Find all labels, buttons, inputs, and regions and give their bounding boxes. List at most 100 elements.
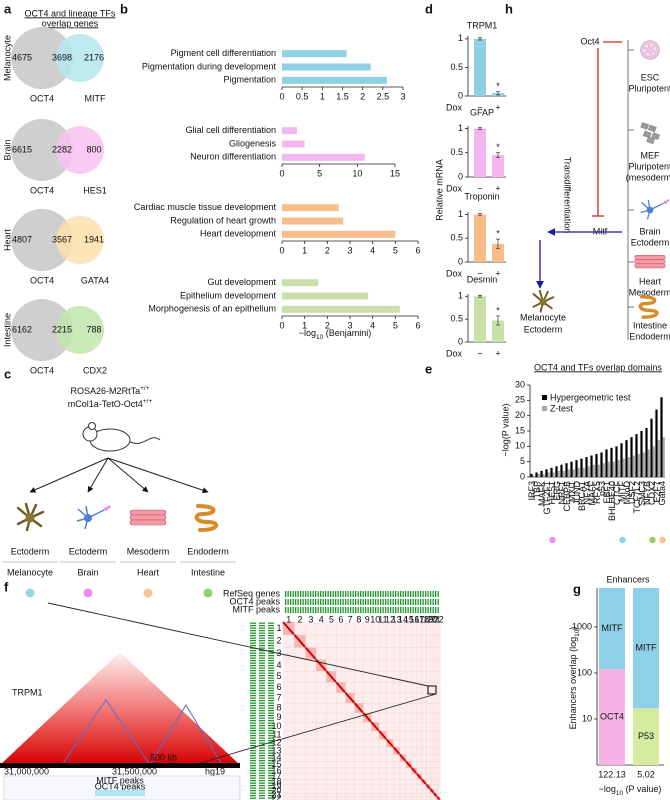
chromosome-label: 5	[329, 614, 334, 624]
x-tick-label: +	[495, 102, 500, 112]
x-axis-label-part: −log	[599, 784, 616, 794]
muscle-fiber	[634, 259, 666, 264]
neuron-body	[646, 206, 654, 214]
x-tick-label: +	[495, 268, 500, 278]
mef-cell	[651, 132, 661, 140]
chart-title: Troponin	[464, 191, 499, 201]
bar-segment	[599, 588, 625, 670]
x-axis-label-part: −log	[299, 328, 316, 338]
chromosome-label: 19	[271, 781, 281, 791]
x-tick-label: RFX5	[592, 481, 602, 504]
category-label: Pigmentation	[223, 75, 276, 85]
bar	[492, 320, 504, 342]
x-tick-label: SMC3	[637, 481, 647, 506]
x-tick-label: +	[495, 348, 500, 358]
venn-count: 3567	[52, 234, 72, 244]
chromosome-label: 13	[392, 614, 402, 624]
x-tick-label: 122.13	[598, 769, 626, 779]
bar	[547, 472, 550, 477]
y-tick-label: 10	[582, 713, 592, 723]
category-label: Glial cell differentiation	[186, 125, 276, 135]
assembly-label: hg19	[205, 766, 225, 776]
x-tick-label: 6	[415, 320, 420, 330]
x-tick-label: 0	[279, 91, 284, 101]
bar	[282, 63, 371, 71]
x-tick-label: 0	[279, 320, 284, 330]
x-tick-label: GTF2F1	[542, 481, 552, 515]
intestine-shape	[638, 295, 659, 319]
venn-count: 2215	[52, 324, 72, 334]
venn-tf	[56, 126, 104, 174]
y-axis-label-part: 10	[574, 629, 581, 637]
bar	[632, 455, 635, 477]
venn-tf	[56, 34, 104, 82]
bar	[645, 427, 648, 477]
mouse-ear	[88, 422, 96, 430]
venn-label: OCT4	[30, 93, 54, 103]
track	[285, 607, 440, 613]
panel-letter: d	[425, 1, 433, 16]
venn-count: 2176	[84, 52, 104, 62]
bar-segment	[633, 708, 659, 765]
chromosome-label: 21	[431, 614, 441, 624]
panel-letter: b	[120, 1, 128, 16]
chromosome-label: 6	[338, 614, 343, 624]
chromosome-label: 11	[378, 614, 387, 624]
bar	[587, 466, 590, 477]
hic-diagonal	[304, 646, 317, 661]
venn-tf	[56, 306, 104, 354]
x-tick-label: CDX2	[647, 481, 657, 505]
bar	[542, 473, 545, 477]
significance-mark: *	[496, 142, 500, 152]
venn-label: HES1	[83, 185, 107, 195]
chromosome-label: 21	[271, 789, 281, 799]
bar	[492, 243, 504, 262]
chromosome-label: 1	[286, 614, 291, 624]
icon-heart	[634, 254, 666, 269]
tad-outline	[149, 704, 223, 766]
cell-name: MEF	[641, 150, 661, 160]
error-bar	[496, 315, 500, 326]
mef-cell	[648, 124, 657, 133]
x-tick-label: JUND	[572, 481, 582, 505]
chromosome-label: 19	[423, 614, 433, 624]
y-tick-label: 30	[515, 379, 525, 389]
category-label: Cardiac muscle tissue development	[134, 202, 277, 212]
error-bar	[496, 152, 500, 158]
x-axis-label: −log10 (Benjamini)	[299, 328, 372, 340]
x-tick-label: NRF1	[557, 481, 567, 505]
factor-label: Oct4	[580, 36, 599, 46]
genome-bar	[0, 763, 240, 768]
x-axis-label: Dox	[446, 268, 463, 278]
x-tick-label: −	[477, 183, 482, 193]
bar	[627, 457, 630, 477]
chromosome-label: 12	[385, 614, 395, 624]
panel-letter: f	[4, 579, 9, 594]
venn-tf	[56, 216, 104, 264]
venn-label: MITF	[85, 93, 106, 103]
cell-type: Heart	[137, 567, 160, 577]
hic-diagonal	[405, 760, 413, 769]
bar	[557, 470, 560, 477]
x-tick-label: MAFK	[537, 481, 547, 506]
x-tick-label: 1.5	[336, 91, 349, 101]
x-tick-label: IRF3	[527, 481, 537, 501]
x-tick-label: 2.5	[377, 91, 390, 101]
bar	[662, 437, 665, 477]
y-tick-label: 0	[520, 471, 525, 481]
category-label: Heart development	[200, 229, 277, 239]
bar	[474, 128, 486, 177]
category-label: Pigment cell differentiation	[171, 48, 276, 58]
chart-title: GFAP	[470, 107, 494, 117]
hic-diagonal	[282, 621, 296, 636]
bar	[530, 473, 533, 477]
bar	[602, 463, 605, 477]
chromosome-label: 8	[276, 702, 281, 712]
chromosome-label: 20	[427, 614, 437, 624]
icon-esc	[640, 40, 660, 60]
germ-layer: Ectoderm	[69, 546, 108, 556]
chromosome-label: 14	[398, 614, 408, 624]
significance-mark: *	[496, 305, 500, 315]
chromosome-label: 2	[276, 636, 281, 646]
neuron-dot	[104, 507, 108, 511]
